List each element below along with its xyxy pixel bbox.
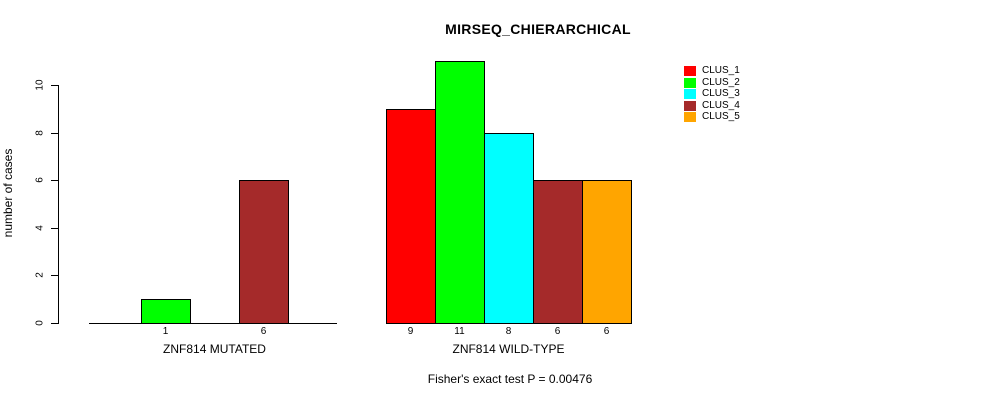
bar-count-label: 6 xyxy=(554,326,561,337)
legend-label: CLUS_4 xyxy=(702,99,740,111)
bar-clus_2 xyxy=(141,299,191,324)
legend-label: CLUS_3 xyxy=(702,88,740,100)
y-tick-label: 4 xyxy=(34,225,46,231)
fisher-test-annotation: Fisher's exact test P = 0.00476 xyxy=(427,372,593,386)
y-tick-label: 2 xyxy=(34,272,46,279)
legend-swatch-clus_5 xyxy=(684,112,696,123)
y-tick-label: 0 xyxy=(34,320,46,326)
legend-swatch-clus_3 xyxy=(684,89,696,100)
bar-clus_4 xyxy=(239,180,289,324)
legend-swatch-clus_2 xyxy=(684,77,696,88)
bar-count-label: 11 xyxy=(454,326,465,337)
y-axis-tick xyxy=(51,227,58,229)
y-axis-line xyxy=(58,85,59,324)
bar-count-label: 8 xyxy=(505,326,512,337)
bar-count-label: 6 xyxy=(603,326,610,337)
y-tick-label: 6 xyxy=(34,177,46,183)
bar-count-label: 6 xyxy=(260,326,267,337)
x-axis-group-label: ZNF814 WILD-TYPE xyxy=(452,342,565,356)
legend-label: CLUS_1 xyxy=(702,65,740,76)
bar-clus_1 xyxy=(386,108,436,324)
y-tick-label: 10 xyxy=(34,79,46,91)
legend-label: CLUS_5 xyxy=(702,111,740,123)
y-axis-tick xyxy=(51,132,58,134)
bar-clus_3 xyxy=(484,132,534,324)
x-axis-group-label: ZNF814 MUTATED xyxy=(163,342,266,356)
bar-count-label: 1 xyxy=(162,326,169,337)
legend-swatch-clus_1 xyxy=(684,66,696,76)
y-axis-label: number of cases xyxy=(1,148,15,238)
y-axis-tick xyxy=(51,85,58,86)
legend-swatch-clus_4 xyxy=(684,100,696,111)
bar-clus_5 xyxy=(582,180,632,324)
x-axis-baseline xyxy=(89,323,337,324)
legend-label: CLUS_2 xyxy=(702,76,740,88)
bar-count-label: 9 xyxy=(407,326,414,337)
chart-title: MIRSEQ_CHIERARCHICAL xyxy=(445,21,631,37)
bar-clus_2 xyxy=(435,61,485,324)
y-axis-tick xyxy=(51,323,58,324)
y-axis-tick xyxy=(51,275,58,277)
y-tick-label: 8 xyxy=(34,129,46,136)
bar-clus_4 xyxy=(533,180,583,324)
y-axis-tick xyxy=(51,180,58,182)
